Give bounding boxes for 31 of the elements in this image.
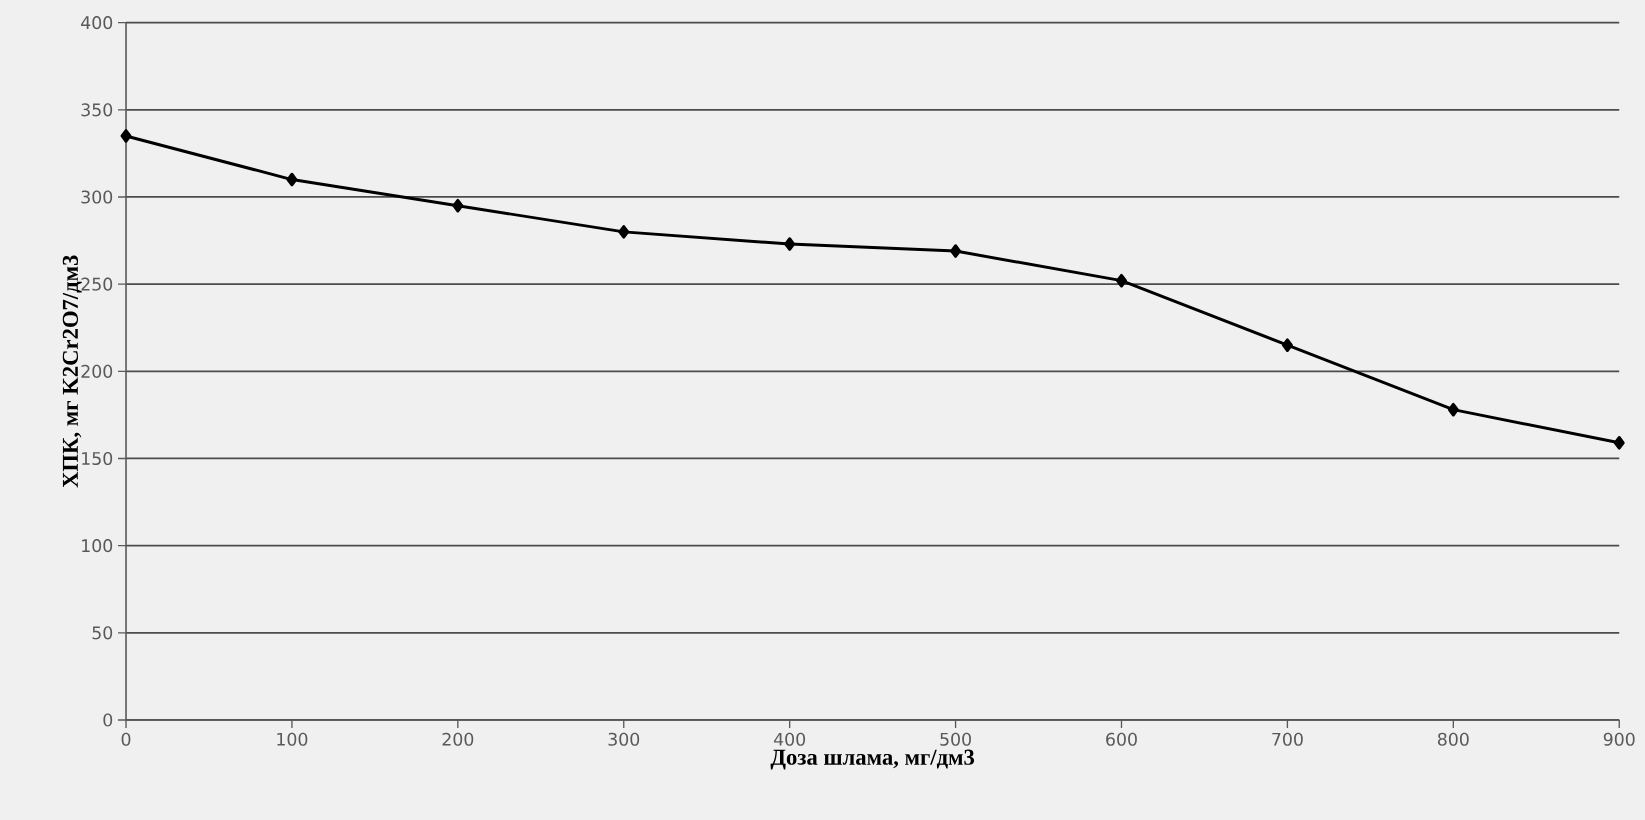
point: [618, 225, 630, 239]
y-tick-label: 400: [81, 16, 113, 30]
x-tick-label: 300: [608, 732, 640, 746]
x-tick-label: 900: [1603, 732, 1635, 746]
x-tick-label: 0: [121, 732, 131, 746]
point: [1281, 338, 1293, 352]
point: [1116, 273, 1127, 288]
y-tick-label: 300: [81, 190, 113, 204]
x-tick-label: 500: [940, 732, 971, 746]
y-tick-label: 0: [103, 713, 113, 727]
point: [120, 129, 132, 143]
y-tick-label: 100: [82, 539, 113, 553]
y-tick-label: 50: [92, 626, 113, 640]
point: [452, 198, 464, 213]
y-axis-title: ХПК, мг K2Cr2O7/дм3: [62, 255, 82, 488]
x-axis-title: Доза шлама, мг/дм3: [770, 749, 975, 770]
x-tick-label: 200: [442, 732, 474, 746]
point: [286, 172, 298, 187]
point: [784, 237, 796, 251]
y-tick-label: 200: [81, 364, 113, 378]
y-tick-label: 250: [81, 277, 113, 291]
y-tick-label: 350: [81, 103, 113, 117]
x-tick-label: 600: [1106, 732, 1137, 746]
y-tick-label: 150: [82, 451, 113, 466]
point: [950, 244, 962, 258]
x-tick-label: 100: [277, 732, 308, 746]
x-tick-label: 800: [1437, 732, 1469, 746]
point: [1613, 436, 1625, 450]
x-tick-label: 700: [1272, 732, 1303, 746]
x-tick-label: 400: [773, 732, 806, 746]
point: [1447, 402, 1459, 417]
